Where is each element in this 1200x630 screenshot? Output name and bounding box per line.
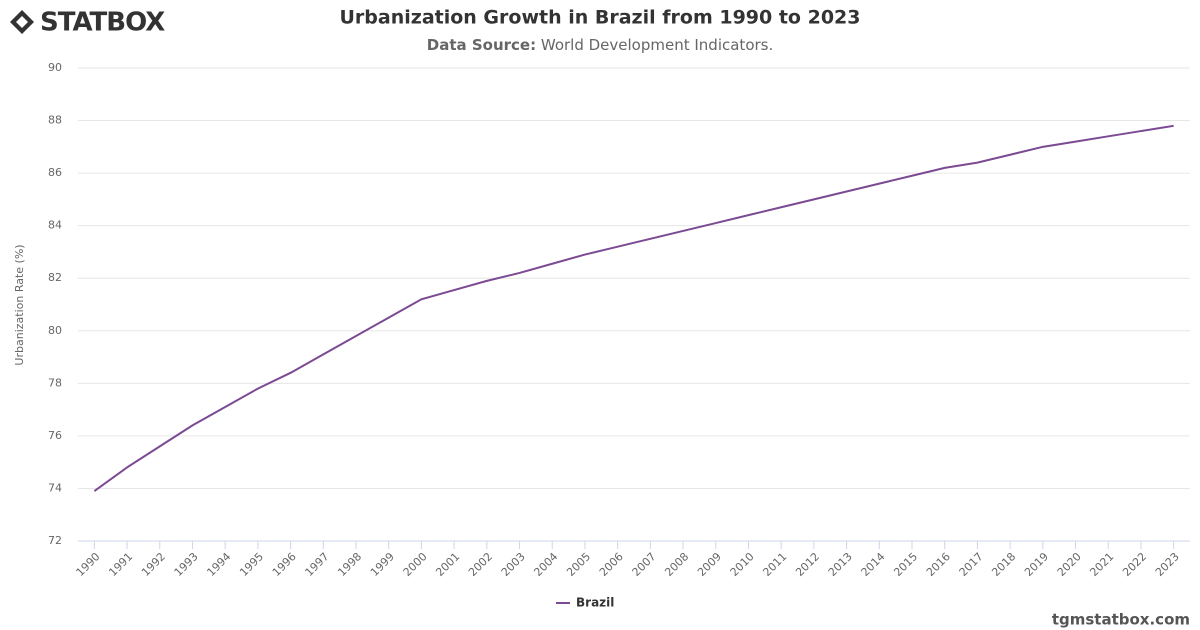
line [93, 124, 1174, 492]
x-tick-label: 2018 [989, 550, 1018, 579]
x-tick-label: 1994 [204, 550, 233, 579]
footer: tgmstatbox.com [1052, 611, 1190, 629]
x-tick-label: 2008 [662, 550, 691, 579]
x-tick-label: 2014 [859, 550, 888, 579]
x-tick-label: 2003 [499, 550, 528, 579]
x-tick-label: 2022 [1120, 550, 1149, 579]
x-tick-label: 2019 [1022, 550, 1051, 579]
x-tick-label: 2020 [1055, 550, 1084, 579]
y-tick-label: 80 [48, 324, 62, 337]
y-tick-label: 86 [48, 166, 62, 179]
x-tick-label: 1991 [106, 550, 135, 579]
x-tick-label: 2017 [957, 550, 986, 579]
x-tick-label: 2006 [597, 550, 626, 579]
x-tick-label: 2001 [433, 550, 462, 579]
x-tick-label: 1992 [139, 550, 168, 579]
x-tick-label: 1999 [368, 550, 397, 579]
logo: STATBOX [10, 8, 166, 38]
subtitle-label: Data Source: [427, 36, 536, 54]
y-tick-label: 76 [48, 429, 62, 442]
x-tick-label: 2013 [826, 550, 855, 579]
y-tick-label: 82 [48, 271, 62, 284]
x-tick-label: 2016 [924, 550, 953, 579]
y-axis-label: Urbanization Rate (%) [13, 244, 26, 365]
x-tick-label: 1995 [237, 550, 266, 579]
x-tick-label: 2015 [891, 550, 920, 579]
x-tick-label: 2023 [1153, 550, 1182, 579]
y-tick-label: 74 [48, 481, 62, 494]
y-tick-label: 84 [48, 219, 62, 232]
x-tick-label: 2007 [630, 550, 659, 579]
x-tick-label: 2021 [1087, 550, 1116, 579]
y-tick-label: 88 [48, 114, 62, 127]
x-tick-label: 1997 [303, 550, 332, 579]
x-tick-label: 2000 [401, 550, 430, 579]
x-tick-label: 2010 [728, 550, 757, 579]
x-tick-label: 2009 [695, 550, 724, 579]
x-tick-label: 2011 [760, 550, 789, 579]
x-tick-label: 2005 [564, 550, 593, 579]
subtitle: Data Source: World Development Indicator… [427, 36, 774, 54]
y-tick-label: 78 [48, 376, 62, 389]
y-tick-label: 90 [48, 61, 62, 74]
subtitle-text: World Development Indicators. [541, 36, 773, 54]
x-tick-label: 2012 [793, 550, 822, 579]
x-tick-label: 2004 [531, 550, 560, 579]
x-tick-label: 1998 [335, 550, 364, 579]
x-tick-label: 1990 [74, 550, 103, 579]
x-tick-label: 2002 [466, 550, 495, 579]
brand: STATBOX [40, 8, 165, 38]
legend-label: Brazil [576, 596, 614, 610]
x-tick-label: 1996 [270, 550, 299, 579]
logo-icon-inner [16, 16, 28, 28]
chart-title: Urbanization Growth in Brazil from 1990 … [340, 7, 861, 29]
y-tick-label: 72 [48, 534, 62, 547]
x-tick-label: 1993 [172, 550, 201, 579]
